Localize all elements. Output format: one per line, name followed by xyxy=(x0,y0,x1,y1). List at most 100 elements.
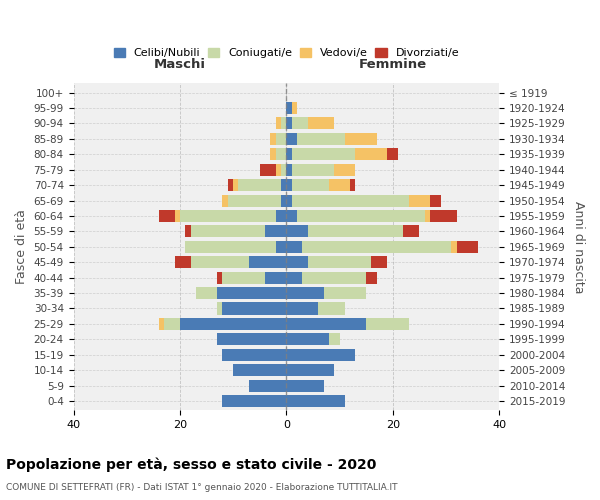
Bar xyxy=(185,226,191,237)
Bar xyxy=(286,287,323,299)
Bar xyxy=(260,164,275,175)
Bar xyxy=(366,318,409,330)
Bar xyxy=(217,334,286,345)
Bar xyxy=(286,302,318,314)
Bar xyxy=(223,348,286,361)
Bar xyxy=(286,210,297,222)
Bar xyxy=(286,194,292,206)
Bar xyxy=(180,318,286,330)
Bar xyxy=(191,226,265,237)
Bar xyxy=(275,210,286,222)
Bar xyxy=(292,102,297,114)
Bar xyxy=(345,133,377,145)
Bar xyxy=(409,194,430,206)
Bar xyxy=(275,118,281,130)
Bar xyxy=(286,272,302,283)
Bar xyxy=(308,226,403,237)
Bar xyxy=(233,179,238,191)
Bar xyxy=(223,194,228,206)
Bar xyxy=(286,348,355,361)
Bar xyxy=(286,334,329,345)
Bar xyxy=(286,164,292,175)
Bar xyxy=(281,179,286,191)
Bar xyxy=(223,272,265,283)
Text: Popolazione per età, sesso e stato civile - 2020: Popolazione per età, sesso e stato civil… xyxy=(6,458,376,472)
Bar xyxy=(286,179,292,191)
Bar xyxy=(366,272,377,283)
Bar xyxy=(329,179,350,191)
Bar xyxy=(323,287,366,299)
Bar xyxy=(355,148,388,160)
Bar xyxy=(228,179,233,191)
Bar xyxy=(158,318,164,330)
Bar xyxy=(286,118,292,130)
Bar xyxy=(217,272,223,283)
Bar xyxy=(292,118,308,130)
Bar xyxy=(286,226,308,237)
Bar xyxy=(275,241,286,253)
Bar xyxy=(271,133,275,145)
Bar xyxy=(286,318,366,330)
Bar xyxy=(403,226,419,237)
Bar xyxy=(308,118,334,130)
Bar xyxy=(329,334,340,345)
Text: COMUNE DI SETTEFRATI (FR) - Dati ISTAT 1° gennaio 2020 - Elaborazione TUTTITALIA: COMUNE DI SETTEFRATI (FR) - Dati ISTAT 1… xyxy=(6,484,398,492)
Bar xyxy=(223,395,286,407)
Bar xyxy=(297,210,425,222)
Bar xyxy=(430,210,457,222)
Bar xyxy=(249,256,286,268)
Bar xyxy=(292,164,334,175)
Bar xyxy=(286,241,302,253)
Legend: Celibi/Nubili, Coniugati/e, Vedovi/e, Divorziati/e: Celibi/Nubili, Coniugati/e, Vedovi/e, Di… xyxy=(109,43,463,62)
Bar xyxy=(281,194,286,206)
Bar xyxy=(286,364,334,376)
Y-axis label: Fasce di età: Fasce di età xyxy=(15,210,28,284)
Bar xyxy=(430,194,440,206)
Bar xyxy=(308,256,371,268)
Bar xyxy=(175,256,191,268)
Bar xyxy=(275,164,281,175)
Bar xyxy=(265,226,286,237)
Bar xyxy=(233,364,286,376)
Bar xyxy=(164,318,180,330)
Bar xyxy=(191,256,249,268)
Bar xyxy=(217,287,286,299)
Bar xyxy=(281,118,286,130)
Bar xyxy=(223,302,286,314)
Bar xyxy=(175,210,180,222)
Bar xyxy=(286,395,345,407)
Bar xyxy=(238,179,281,191)
Bar xyxy=(318,302,345,314)
Bar xyxy=(275,133,286,145)
Bar xyxy=(286,380,323,392)
Bar xyxy=(275,148,286,160)
Bar xyxy=(292,194,409,206)
Bar xyxy=(217,302,223,314)
Bar xyxy=(292,179,329,191)
Bar xyxy=(281,164,286,175)
Y-axis label: Anni di nascita: Anni di nascita xyxy=(572,200,585,293)
Bar xyxy=(286,102,292,114)
Bar xyxy=(286,256,308,268)
Bar xyxy=(180,210,275,222)
Bar xyxy=(196,287,217,299)
Bar xyxy=(297,133,345,145)
Bar xyxy=(185,241,275,253)
Bar xyxy=(271,148,275,160)
Bar xyxy=(286,133,297,145)
Bar xyxy=(371,256,388,268)
Bar xyxy=(158,210,175,222)
Bar xyxy=(457,241,478,253)
Bar xyxy=(425,210,430,222)
Text: Femmine: Femmine xyxy=(359,58,427,71)
Bar xyxy=(249,380,286,392)
Bar xyxy=(451,241,457,253)
Bar xyxy=(388,148,398,160)
Bar xyxy=(286,148,292,160)
Bar xyxy=(292,148,355,160)
Bar xyxy=(302,241,451,253)
Bar xyxy=(350,179,355,191)
Bar xyxy=(265,272,286,283)
Bar xyxy=(302,272,366,283)
Text: Maschi: Maschi xyxy=(154,58,206,71)
